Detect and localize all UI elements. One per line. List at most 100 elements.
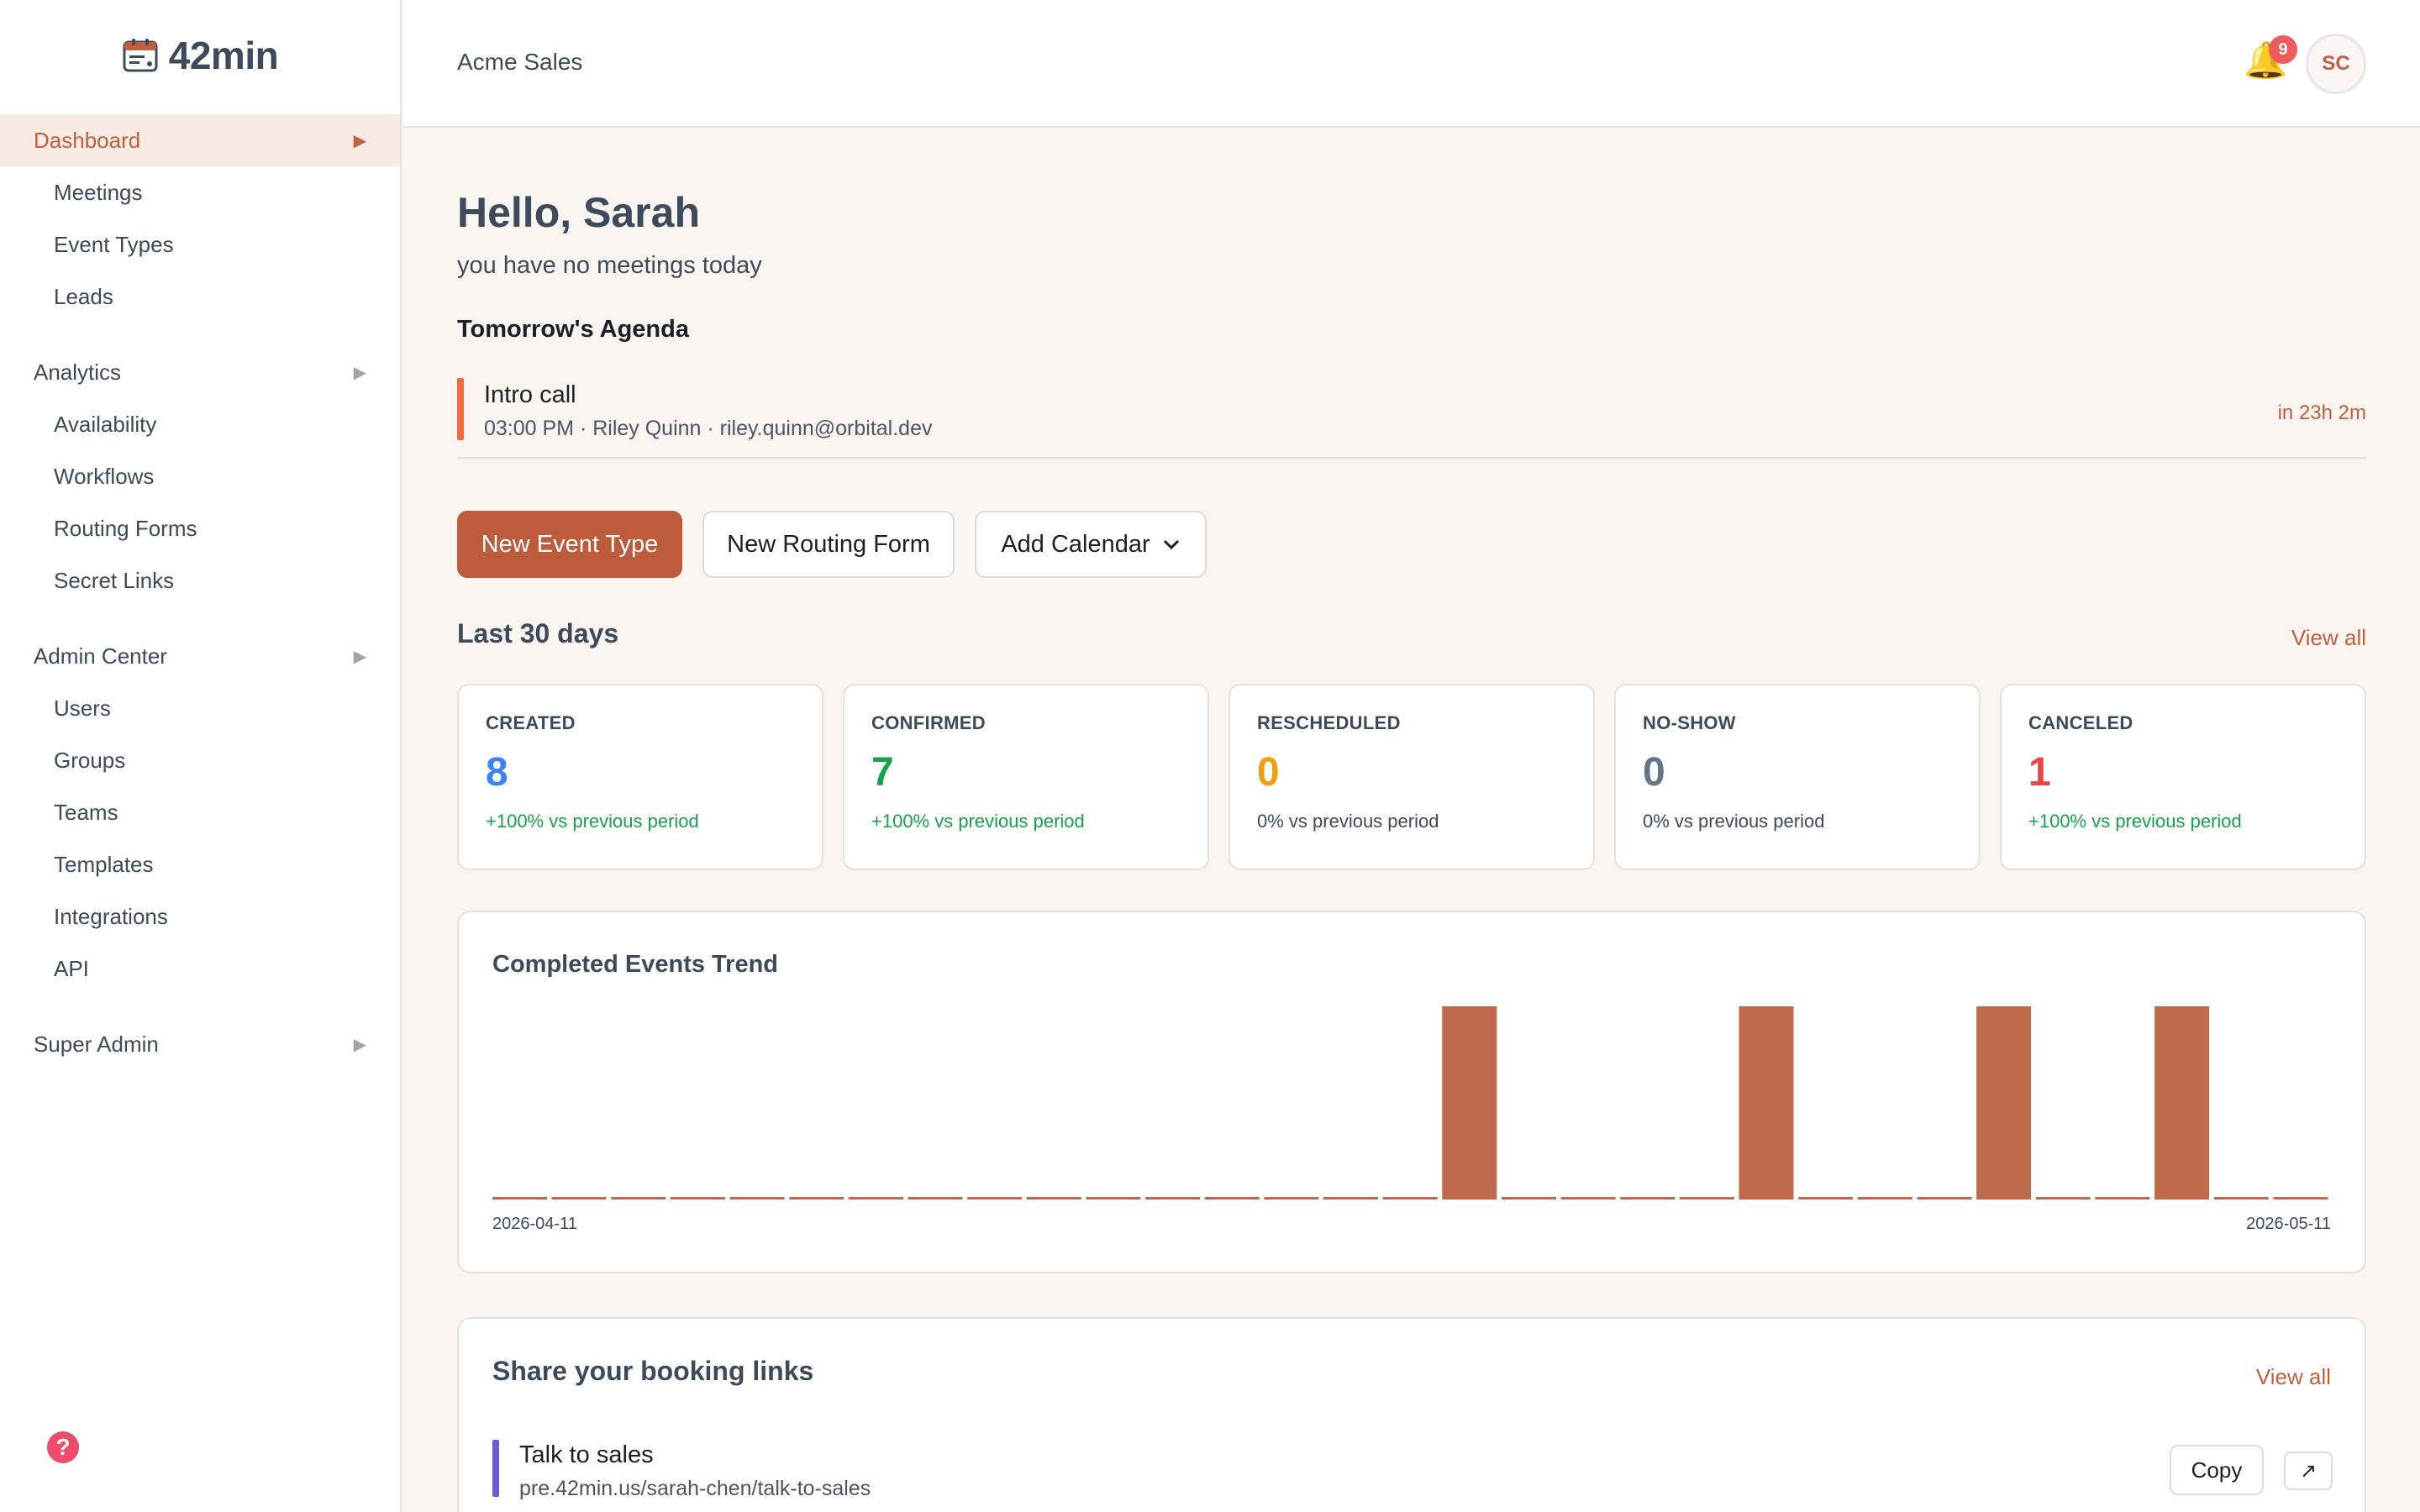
chart-bar[interactable] xyxy=(1739,1006,1794,1200)
stat-label: CREATED xyxy=(486,712,576,733)
new-routing-form-button[interactable]: New Routing Form xyxy=(702,511,955,578)
expand-arrow-icon[interactable]: ▶ xyxy=(353,1035,366,1054)
chart-bar[interactable] xyxy=(789,1197,844,1200)
chart-bar[interactable] xyxy=(2213,1197,2269,1200)
booking-links-title: Share your booking links xyxy=(492,1356,814,1386)
chart-bar[interactable] xyxy=(967,1197,1023,1200)
agenda-item[interactable]: Intro call 03:00 PM · Riley Quinn · rile… xyxy=(457,378,2366,459)
new-event-type-button[interactable]: New Event Type xyxy=(457,511,682,578)
agenda-event-meta: 03:00 PM · Riley Quinn · riley.quinn@orb… xyxy=(484,417,933,440)
chevron-down-icon xyxy=(1163,539,1179,550)
chart-bar[interactable] xyxy=(1204,1197,1260,1200)
sidebar-item-admin-center[interactable]: Admin Center ▶ xyxy=(0,630,400,682)
sidebar-item-templates[interactable]: Templates xyxy=(54,851,154,877)
stat-card-no-show[interactable]: NO-SHOW 0 0% vs previous period xyxy=(1614,684,1981,870)
stat-label: RESCHEDULED xyxy=(1257,712,1401,733)
stat-card-rescheduled[interactable]: RESCHEDULED 0 0% vs previous period xyxy=(1228,684,1595,870)
sidebar-item-integrations[interactable]: Integrations xyxy=(54,903,168,929)
sidebar-item-routing-forms[interactable]: Routing Forms xyxy=(54,515,197,541)
nav-group-dashboard: Dashboard ▶ Meetings Event Types Leads xyxy=(0,114,400,323)
stat-card-confirmed[interactable]: CONFIRMED 7 +100% vs previous period xyxy=(843,684,1209,870)
booking-link-url[interactable]: pre.42min.us/sarah-chen/talk-to-sales xyxy=(519,1477,871,1500)
org-name: Acme Sales xyxy=(457,49,583,75)
sidebar-item-dashboard[interactable]: Dashboard ▶ xyxy=(0,114,400,166)
nav-group-super-admin: Super Admin ▶ xyxy=(0,1018,400,1070)
sidebar-item-teams[interactable]: Teams xyxy=(54,799,118,825)
chart-title: Completed Events Trend xyxy=(492,951,779,978)
sidebar-item-super-admin[interactable]: Super Admin ▶ xyxy=(0,1018,400,1070)
sidebar-item-analytics[interactable]: Analytics ▶ xyxy=(0,346,400,398)
chart-bar[interactable] xyxy=(492,1197,547,1200)
stat-card-created[interactable]: CREATED 8 +100% vs previous period xyxy=(457,684,823,870)
sidebar-item-users[interactable]: Users xyxy=(54,695,111,721)
stat-value: 7 xyxy=(871,750,894,795)
notification-badge[interactable]: 9 xyxy=(2269,35,2297,64)
chart-bar[interactable] xyxy=(1145,1197,1201,1200)
chart-x-end-label: 2026-05-11 xyxy=(2246,1215,2331,1233)
chart-bar[interactable] xyxy=(1917,1197,1972,1200)
agenda-title: Tomorrow's Agenda xyxy=(457,316,689,343)
stats-view-all-link[interactable]: View all xyxy=(2291,625,2366,650)
nav-group-analytics: Analytics ▶ Availability Workflows Routi… xyxy=(0,346,400,606)
logo[interactable]: 42min xyxy=(0,0,400,111)
chart-bar[interactable] xyxy=(1026,1197,1081,1200)
add-calendar-button[interactable]: Add Calendar xyxy=(975,511,1207,578)
avatar[interactable]: SC xyxy=(2306,34,2366,94)
chart-bar[interactable] xyxy=(670,1197,725,1200)
booking-links-view-all-link[interactable]: View all xyxy=(2255,1364,2331,1389)
chart-bar[interactable] xyxy=(908,1197,963,1200)
help-icon[interactable]: ? xyxy=(47,1431,79,1463)
sidebar-nav: Dashboard ▶ Meetings Event Types Leads A… xyxy=(0,114,400,1070)
chart-bar[interactable] xyxy=(729,1197,785,1200)
chart-bar[interactable] xyxy=(1323,1197,1378,1200)
chart-bar[interactable] xyxy=(2095,1197,2150,1200)
chart-bar[interactable] xyxy=(611,1197,666,1200)
expand-arrow-icon[interactable]: ▶ xyxy=(353,363,366,382)
sidebar-item-workflows[interactable]: Workflows xyxy=(54,463,155,489)
chart-x-start-label: 2026-04-11 xyxy=(492,1215,577,1233)
chart-bar[interactable] xyxy=(1620,1197,1676,1200)
sidebar-item-label: Dashboard xyxy=(34,127,141,153)
add-calendar-label: Add Calendar xyxy=(1001,530,1150,558)
booking-links-card: Share your booking links View all Talk t… xyxy=(457,1317,2366,1512)
sidebar-item-secret-links[interactable]: Secret Links xyxy=(54,567,175,593)
chart-bar[interactable] xyxy=(1442,1006,1497,1200)
sidebar-item-api[interactable]: API xyxy=(54,955,89,981)
stat-delta: 0% vs previous period xyxy=(1257,811,1439,832)
chart-bar[interactable] xyxy=(1560,1197,1616,1200)
chart-bar[interactable] xyxy=(2154,1006,2210,1200)
chart-bar[interactable] xyxy=(2035,1197,2091,1200)
sidebar-item-leads[interactable]: Leads xyxy=(54,283,113,309)
chart-bar[interactable] xyxy=(2273,1197,2328,1200)
external-link-icon[interactable]: ↗ xyxy=(2284,1452,2333,1490)
booking-link-row: Talk to sales pre.42min.us/sarah-chen/ta… xyxy=(492,1440,2333,1500)
stat-value: 0 xyxy=(1257,750,1280,795)
stat-value: 0 xyxy=(1643,750,1665,795)
chart-bar[interactable] xyxy=(1976,1006,2032,1200)
copy-link-button[interactable]: Copy xyxy=(2170,1445,2264,1495)
sidebar-item-label: Super Admin xyxy=(34,1031,159,1057)
chart-bar[interactable] xyxy=(1679,1197,1734,1200)
stat-card-canceled[interactable]: CANCELED 1 +100% vs previous period xyxy=(2000,684,2366,870)
top-header: Acme Sales 🔔 9 SC xyxy=(403,0,2420,128)
sidebar-item-label: Admin Center xyxy=(34,643,167,669)
logo-text: 42min xyxy=(168,34,279,77)
sidebar: 42min Dashboard ▶ Meetings Event Types L… xyxy=(0,0,402,1512)
chart-bar[interactable] xyxy=(1798,1197,1854,1200)
chart-bar[interactable] xyxy=(551,1197,607,1200)
expand-arrow-icon[interactable]: ▶ xyxy=(353,131,366,150)
expand-arrow-icon[interactable]: ▶ xyxy=(353,647,366,666)
chart-bar[interactable] xyxy=(1857,1197,1912,1200)
chart-bar[interactable] xyxy=(1264,1197,1319,1200)
sidebar-item-availability[interactable]: Availability xyxy=(54,411,157,437)
nav-group-admin-center: Admin Center ▶ Users Groups Teams Templa… xyxy=(0,630,400,995)
booking-link-name: Talk to sales xyxy=(519,1441,654,1468)
chart-bar[interactable] xyxy=(1502,1197,1556,1200)
stat-delta: +100% vs previous period xyxy=(2028,811,2242,832)
sidebar-item-groups[interactable]: Groups xyxy=(54,747,126,773)
chart-bar[interactable] xyxy=(848,1197,903,1200)
chart-bar[interactable] xyxy=(1086,1197,1141,1200)
sidebar-item-meetings[interactable]: Meetings xyxy=(54,179,143,205)
sidebar-item-event-types[interactable]: Event Types xyxy=(54,231,174,257)
chart-bar[interactable] xyxy=(1382,1197,1438,1200)
